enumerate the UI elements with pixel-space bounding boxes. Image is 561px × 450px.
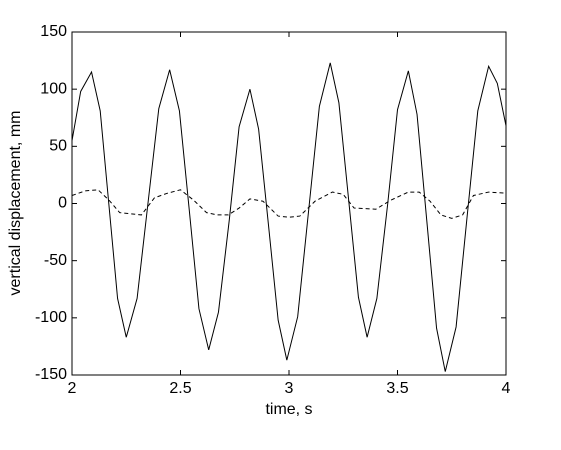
- x-axis-label: time, s: [265, 401, 312, 418]
- plot-frame: [71, 31, 507, 376]
- series-line: [71, 189, 507, 219]
- x-tick-label: 2: [68, 380, 77, 397]
- x-tick-label: 2.5: [169, 380, 191, 397]
- x-tick-label: 3.5: [386, 380, 408, 397]
- x-tick-label: 3: [285, 380, 294, 397]
- y-tick-label: -50: [44, 252, 67, 269]
- y-tick-label: 150: [40, 23, 67, 40]
- series-line: [71, 62, 507, 372]
- x-tick-label: 4: [502, 380, 511, 397]
- y-tick-label: 100: [40, 80, 67, 97]
- y-tick-label: 50: [49, 138, 67, 155]
- y-tick-label: -100: [35, 309, 67, 326]
- y-axis-label: vertical displacement, mm: [7, 111, 24, 296]
- y-tick-label: 0: [58, 195, 67, 212]
- y-tick-label: -150: [35, 366, 67, 383]
